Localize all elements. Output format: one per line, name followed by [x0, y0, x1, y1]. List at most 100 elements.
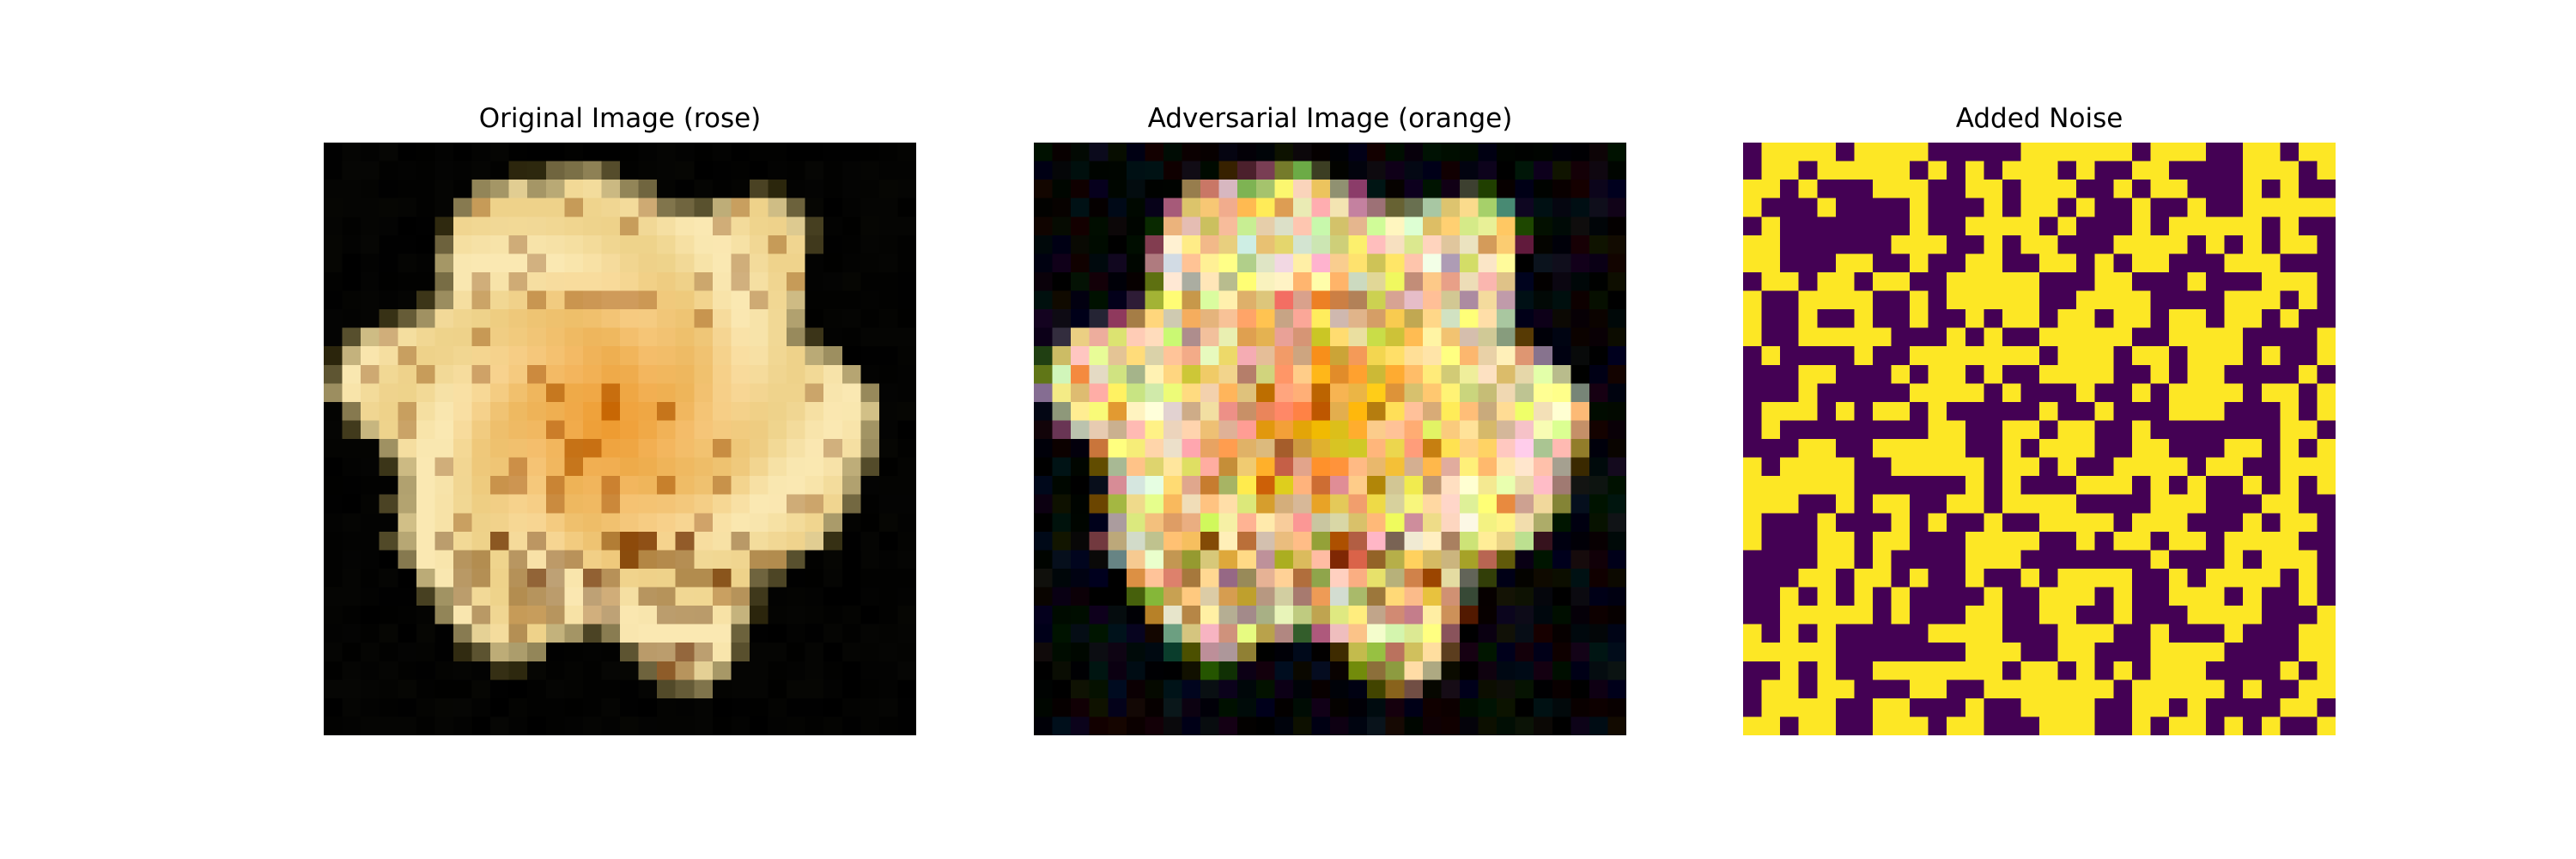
original-image-pixel — [675, 698, 695, 717]
original-image-pixel — [897, 643, 916, 662]
noise-pixel — [2168, 383, 2188, 403]
noise-pixel — [2168, 476, 2188, 496]
original-image-pixel — [416, 643, 435, 662]
original-image-pixel — [823, 271, 843, 291]
original-image-pixel — [768, 624, 787, 643]
adversarial-image-pixel — [1607, 457, 1626, 477]
original-image-pixel — [527, 309, 547, 329]
original-image-pixel — [545, 346, 565, 366]
adversarial-image-pixel — [1218, 420, 1238, 440]
adversarial-image-pixel — [1292, 716, 1312, 735]
adversarial-image-pixel — [1255, 513, 1275, 533]
noise-pixel — [2002, 383, 2021, 403]
original-image-pixel — [712, 513, 732, 533]
adversarial-image-pixel — [1126, 679, 1145, 699]
noise-pixel — [1817, 271, 1837, 291]
adversarial-image-pixel — [1534, 624, 1553, 643]
noise-pixel — [2187, 476, 2207, 496]
adversarial-image-pixel — [1589, 327, 1608, 347]
original-image-pixel — [638, 327, 658, 347]
original-image-pixel — [657, 401, 677, 421]
noise-pixel — [1910, 235, 1929, 254]
original-image-pixel — [508, 716, 528, 735]
noise-pixel — [2243, 531, 2263, 551]
noise-pixel — [2039, 439, 2058, 458]
adversarial-image-pixel — [1534, 143, 1553, 161]
original-image-pixel — [841, 698, 861, 717]
noise-pixel — [1984, 253, 2003, 273]
noise-pixel — [2002, 327, 2021, 347]
noise-pixel — [1780, 606, 1800, 625]
original-image-pixel — [582, 624, 602, 643]
noise-pixel — [2280, 531, 2300, 551]
original-image-pixel — [675, 180, 695, 199]
original-image-pixel — [342, 606, 361, 625]
original-image-pixel — [897, 494, 916, 514]
adversarial-image-pixel — [1274, 624, 1294, 643]
original-image-pixel — [379, 661, 398, 680]
adversarial-image-pixel — [1274, 364, 1294, 384]
noise-pixel — [2206, 457, 2226, 477]
original-image-pixel — [805, 550, 824, 570]
adversarial-image-pixel — [1534, 161, 1553, 180]
original-image-pixel — [712, 383, 732, 403]
noise-pixel — [2131, 401, 2151, 421]
original-image-pixel — [324, 624, 343, 643]
noise-pixel — [1984, 327, 2003, 347]
adversarial-image-pixel — [1348, 624, 1368, 643]
original-image-pixel — [490, 439, 510, 458]
noise-pixel — [2317, 679, 2336, 699]
noise-pixel — [1817, 143, 1837, 161]
adversarial-image-pixel — [1534, 531, 1553, 551]
original-image-pixel — [398, 235, 417, 254]
adversarial-image-pixel — [1108, 327, 1127, 347]
original-image-pixel — [787, 698, 806, 717]
original-image-pixel — [768, 716, 787, 735]
original-image-pixel — [694, 606, 714, 625]
noise-pixel — [2261, 290, 2281, 310]
original-image-pixel — [787, 420, 806, 440]
original-image-pixel — [620, 550, 639, 570]
adversarial-image-pixel — [1311, 439, 1331, 458]
noise-pixel — [2280, 661, 2300, 680]
adversarial-image-pixel — [1255, 457, 1275, 477]
original-image-pixel — [416, 494, 435, 514]
noise-pixel — [1854, 531, 1874, 551]
original-image-pixel — [453, 271, 472, 291]
adversarial-image-pixel — [1497, 568, 1516, 588]
noise-pixel — [2224, 309, 2244, 329]
original-image-pixel — [675, 309, 695, 329]
original-image-pixel — [527, 271, 547, 291]
original-image-pixel — [675, 513, 695, 533]
adversarial-image-pixel — [1385, 290, 1405, 310]
original-image-pixel — [508, 643, 528, 662]
noise-pixel — [1928, 476, 1947, 496]
adversarial-image-pixel — [1441, 531, 1461, 551]
noise-pixel — [2168, 161, 2188, 180]
noise-pixel — [1798, 513, 1818, 533]
adversarial-image-pixel — [1034, 180, 1053, 199]
noise-pixel — [1835, 161, 1855, 180]
noise-pixel — [2280, 624, 2300, 643]
adversarial-image-pixel — [1534, 643, 1553, 662]
original-image-pixel — [712, 716, 732, 735]
noise-pixel — [2020, 476, 2040, 496]
adversarial-image-pixel — [1182, 698, 1201, 717]
original-image-pixel — [841, 624, 861, 643]
original-image-pixel — [545, 457, 565, 477]
noise-pixel — [2298, 309, 2318, 329]
adversarial-image-pixel — [1311, 401, 1331, 421]
noise-pixel — [2280, 346, 2300, 366]
noise-pixel — [1798, 198, 1818, 217]
original-image-pixel — [860, 698, 880, 717]
adversarial-image-pixel — [1534, 513, 1553, 533]
adversarial-image-pixel — [1515, 346, 1534, 366]
original-image-pixel — [342, 661, 361, 680]
adversarial-image-pixel — [1034, 698, 1053, 717]
noise-pixel — [1872, 383, 1892, 403]
original-image-pixel — [620, 271, 639, 291]
adversarial-image-pixel — [1534, 383, 1553, 403]
noise-pixel — [1835, 216, 1855, 236]
noise-pixel — [1761, 494, 1781, 514]
original-image-pixel — [601, 568, 621, 588]
